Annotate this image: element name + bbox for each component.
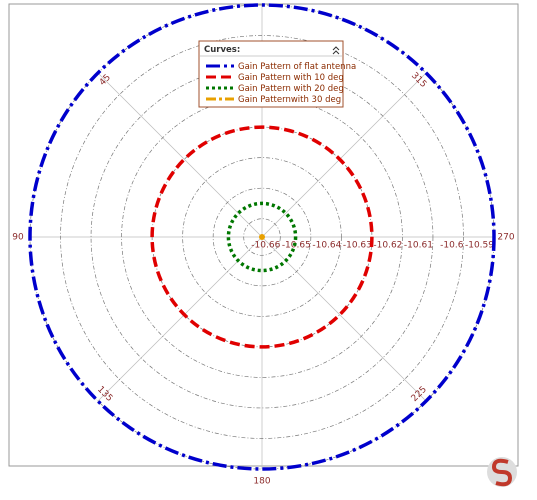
r-tick-label: -10.64 xyxy=(312,241,341,251)
r-tick-label: -10.59 xyxy=(465,241,494,251)
angle-label: 270 xyxy=(497,233,514,243)
logo xyxy=(487,457,517,487)
r-tick-label: -10.63 xyxy=(343,241,372,251)
spoke xyxy=(261,236,427,402)
r-tick-label: -10.62 xyxy=(373,241,402,251)
grid-ring xyxy=(121,96,403,378)
legend-label: Gain Pattern with 10 deg xyxy=(238,73,344,83)
curve xyxy=(226,201,298,273)
grid-ring xyxy=(243,218,281,256)
spoke xyxy=(261,72,427,238)
angle-label: 180 xyxy=(253,477,270,487)
grid-ring xyxy=(182,157,342,317)
legend: Curves: Gain Pattern of flat antennaGain… xyxy=(198,40,356,108)
curve xyxy=(150,125,374,349)
logo-s xyxy=(491,458,513,487)
r-tick-label: -10.66 xyxy=(251,241,280,251)
legend-label: Gain Pattern with 20 deg xyxy=(238,84,344,94)
legend-box xyxy=(198,40,344,108)
curve xyxy=(28,3,496,471)
r-tick-label: -10.61 xyxy=(404,241,433,251)
legend-label: Gain Pattern of flat antenna xyxy=(238,62,356,72)
spoke xyxy=(97,236,263,402)
legend-label: Gain Patternwith 30 deg xyxy=(238,95,341,105)
curve xyxy=(259,234,265,240)
grid-ring xyxy=(60,35,464,439)
angle-label: 90 xyxy=(12,233,24,243)
marks xyxy=(28,3,496,471)
grid-ring xyxy=(212,187,312,287)
r-tick-label: -10.6 xyxy=(440,241,464,251)
legend-title: Curves: xyxy=(204,45,240,55)
grid-ring xyxy=(90,65,434,409)
spoke xyxy=(97,72,263,238)
r-tick-label: -10.65 xyxy=(282,241,311,251)
collapse-icon[interactable] xyxy=(332,46,340,55)
